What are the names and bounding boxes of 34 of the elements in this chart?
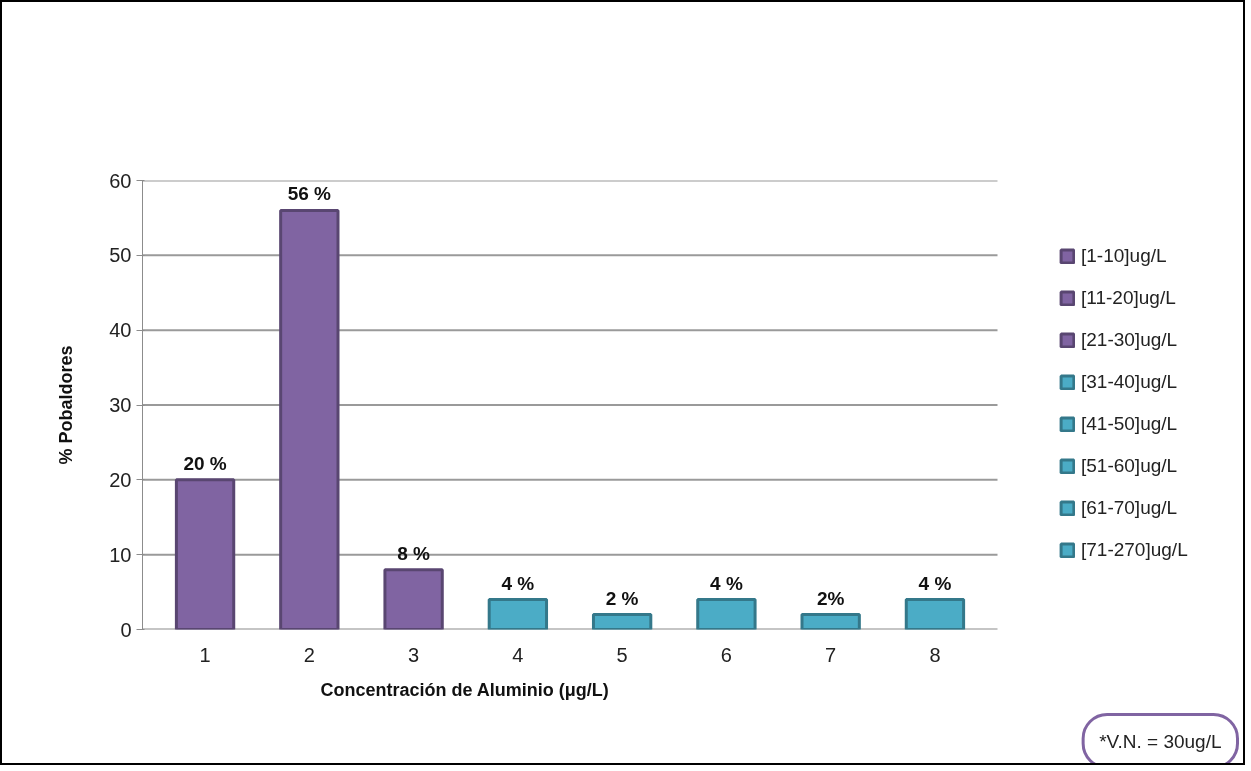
- text: *V.N. = 30ug/L: [1099, 730, 1222, 752]
- y-tick-label: 40: [109, 319, 132, 342]
- legend-label: [51-60]ug/L: [1081, 455, 1178, 477]
- x-tick-label: 5: [616, 643, 628, 666]
- y-tick-label: 30: [109, 394, 132, 416]
- legend-label: [11-20]ug/L: [1081, 287, 1176, 309]
- y-tick-label: 0: [120, 618, 132, 641]
- x-tick-label: 1: [199, 643, 211, 666]
- x-tick-label: 8: [929, 643, 941, 666]
- data-label: 8 %: [397, 542, 431, 564]
- x-tick-label: 6: [720, 643, 732, 666]
- y-tick-label: 50: [109, 244, 132, 267]
- y-tick-label: 60: [109, 169, 132, 192]
- legend-label: [61-70]ug/L: [1081, 497, 1178, 519]
- data-label: 20 %: [183, 452, 227, 474]
- legend-label: [21-30]ug/L: [1081, 329, 1178, 351]
- legend-label: [31-40]ug/L: [1081, 371, 1178, 393]
- legend-label: [41-50]ug/L: [1081, 413, 1178, 435]
- x-tick-label: 4: [512, 643, 524, 666]
- data-label: 4 %: [501, 572, 535, 594]
- y-tick-label: 10: [109, 543, 132, 566]
- data-label: 4 %: [918, 572, 952, 594]
- x-axis-title: Concentración de Aluminio (μg/L): [320, 679, 609, 700]
- x-tick-label: 3: [408, 643, 420, 666]
- data-label: 4 %: [710, 572, 743, 594]
- legend-label: [1-10]ug/L: [1081, 245, 1167, 267]
- data-label: 2 %: [605, 587, 639, 609]
- y-axis-title: % Pobaldores: [56, 345, 77, 465]
- legend-label: [71-270]ug/L: [1081, 539, 1188, 561]
- x-tick-label: 2: [303, 643, 315, 666]
- data-label: 2%: [816, 587, 845, 609]
- x-tick-label: 7: [825, 643, 837, 666]
- y-tick-label: 20: [109, 468, 132, 491]
- data-label: 56 %: [287, 183, 332, 205]
